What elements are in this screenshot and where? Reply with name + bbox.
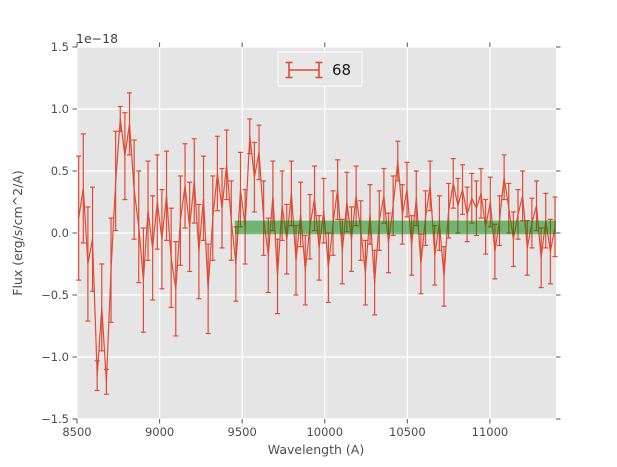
y-tick-label: −1.0 (41, 350, 69, 364)
y-axis-label: Flux (erg/s/cm^2/A) (10, 170, 25, 295)
y-axis-offset-text: 1e−18 (76, 31, 118, 46)
highlight-band (234, 220, 556, 235)
legend-label: 68 (332, 61, 351, 79)
x-tick-label: 10500 (389, 425, 426, 439)
y-tick-labels: −1.5 −1.0 −0.5 0.0 0.5 1.0 1.5 (41, 40, 69, 426)
gridlines (76, 46, 556, 420)
legend-errorbar-glyph (285, 61, 323, 79)
legend: 68 (277, 51, 363, 87)
y-tick-label: 1.5 (51, 40, 69, 54)
x-tick-label: 10000 (306, 425, 343, 439)
x-tick-label: 9000 (145, 425, 174, 439)
y-tick-label: 0.0 (51, 226, 69, 240)
legend-box (277, 51, 363, 87)
x-tick-label: 8500 (62, 425, 91, 439)
y-tick-label: 0.5 (51, 164, 69, 178)
axis-ticks (72, 42, 561, 424)
x-tick-labels: 8500 9000 9500 10000 10500 11000 (62, 425, 508, 439)
x-tick-label: 11000 (472, 425, 509, 439)
x-tick-label: 9500 (228, 425, 257, 439)
y-tick-label: −0.5 (41, 288, 69, 302)
y-tick-label: −1.5 (41, 412, 69, 426)
y-tick-label: 1.0 (51, 102, 69, 116)
x-axis-label: Wavelength (A) (268, 442, 364, 457)
errorbar-series (76, 92, 558, 395)
